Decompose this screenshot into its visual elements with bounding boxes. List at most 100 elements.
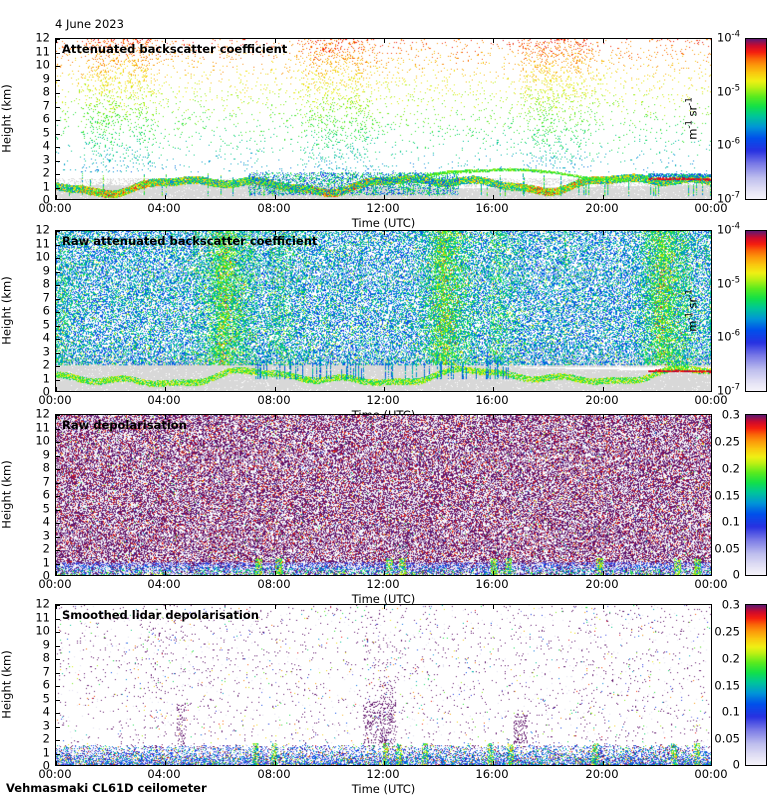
ytick-mark	[56, 299, 60, 300]
ytick-label: 10	[35, 57, 50, 72]
xtick-mark-top	[56, 231, 57, 235]
xtick-mark-bottom	[603, 387, 604, 391]
ytick-label: 5	[42, 125, 50, 140]
colorbar-gradient	[746, 415, 766, 575]
xtick-mark-bottom	[384, 195, 385, 199]
ytick-mark	[56, 754, 60, 755]
xtick-label: 00:00	[694, 577, 728, 591]
xtick-mark-bottom	[56, 761, 57, 765]
xtick-mark-bottom	[165, 387, 166, 391]
xtick-label: 12:00	[366, 577, 400, 591]
xtick-mark-bottom	[384, 571, 385, 575]
plot-area-attenuated-backscatter: Attenuated backscatter coefficient	[55, 38, 712, 200]
xtick-mark-bottom	[384, 761, 385, 765]
heatmap-canvas-smoothed-lidar-depolarisation	[56, 605, 711, 765]
xtick-label: 16:00	[475, 577, 509, 591]
ytick-label: 1	[42, 371, 50, 386]
xtick-mark-bottom	[165, 571, 166, 575]
ytick-label: 0	[42, 192, 50, 207]
xtick-mark-top	[603, 605, 604, 609]
ytick-label: 0	[42, 384, 50, 399]
colorbar-tick-label: 0.1	[721, 704, 740, 719]
ytick-label: 1	[42, 745, 50, 760]
ytick-mark	[56, 326, 60, 327]
xtick-mark-bottom	[275, 195, 276, 199]
xtick-mark-top	[493, 605, 494, 609]
xtick-mark-top	[384, 231, 385, 235]
ytick-label: 1	[42, 555, 50, 570]
ytick-mark	[56, 380, 60, 381]
xtick-mark-top	[275, 605, 276, 609]
ytick-mark	[56, 456, 60, 457]
panel-attenuated-backscatter: Attenuated backscatter coefficient 0 1 2 3 4 5…	[0, 30, 780, 240]
xtick-label: 12:00	[366, 767, 400, 781]
ytick-label: 7	[42, 474, 50, 489]
colorbar-tick-label: 0.3	[721, 407, 740, 422]
ytick-mark	[56, 429, 60, 430]
ytick-label: 11	[35, 236, 50, 251]
ytick-label: 7	[42, 290, 50, 305]
xtick-mark-top	[493, 39, 494, 43]
ytick-mark	[56, 740, 60, 741]
ytick-mark	[56, 66, 60, 67]
panel-smoothed-lidar-depolarisation: Smoothed lidar depolarisation 0 1 2 3 4 5 6 7 8 9 1…	[0, 598, 780, 806]
ytick-label: 11	[35, 610, 50, 625]
xtick-mark-top	[603, 415, 604, 419]
ytick-mark	[56, 53, 60, 54]
ytick-label: 10	[35, 433, 50, 448]
heatmap-canvas-attenuated-backscatter	[56, 39, 711, 199]
xtick-label: 08:00	[257, 767, 291, 781]
xtick-mark-top	[384, 605, 385, 609]
xtick-label: 00:00	[694, 201, 728, 215]
xtick-mark-top	[165, 231, 166, 235]
xtick-mark-top	[493, 415, 494, 419]
ytick-mark	[56, 231, 60, 232]
colorbar-tick-label: 0.3	[721, 597, 740, 612]
ytick-mark	[56, 469, 60, 470]
xtick-mark-top	[384, 415, 385, 419]
ytick-label: 12	[35, 406, 50, 421]
ytick-label: 12	[35, 596, 50, 611]
colorbar-tick-label: 10-6	[716, 136, 740, 152]
xtick-mark-bottom	[275, 571, 276, 575]
colorbar-tick-label: 10-7	[716, 382, 740, 398]
ytick-label: 3	[42, 152, 50, 167]
y-axis-label: Height (km)	[0, 650, 14, 719]
ytick-label: 5	[42, 691, 50, 706]
panel-title-raw-attenuated-backscatter: Raw attenuated backscatter coefficient	[62, 234, 318, 248]
xtick-mark-bottom	[56, 571, 57, 575]
ytick-mark	[56, 646, 60, 647]
ytick-mark	[56, 673, 60, 674]
ytick-mark	[56, 550, 60, 551]
xtick-mark-top	[165, 39, 166, 43]
ytick-label: 9	[42, 263, 50, 278]
xtick-mark-top	[165, 415, 166, 419]
colorbar-unit-label: m-1 sr-1	[684, 289, 700, 332]
ytick-mark	[56, 188, 60, 189]
xtick-label: 20:00	[585, 767, 619, 781]
colorbar-tick-label: 10-6	[716, 328, 740, 344]
ytick-label: 8	[42, 276, 50, 291]
ytick-label: 2	[42, 357, 50, 372]
ytick-mark	[56, 366, 60, 367]
ytick-mark	[56, 496, 60, 497]
panel-title-raw-depolarisation: Raw depolarisation	[62, 418, 187, 432]
ytick-label: 8	[42, 650, 50, 665]
xtick-mark-top	[56, 605, 57, 609]
xtick-mark-bottom	[165, 761, 166, 765]
xtick-mark-top	[493, 231, 494, 235]
colorbar-tick-label: 10-4	[716, 221, 740, 237]
xtick-label: 00:00	[38, 577, 72, 591]
plot-area-smoothed-lidar-depolarisation: Smoothed lidar depolarisation	[55, 604, 712, 766]
ytick-mark	[56, 161, 60, 162]
ytick-mark	[56, 174, 60, 175]
colorbar-gradient	[746, 39, 766, 199]
xtick-mark-top	[275, 415, 276, 419]
colorbar-tick-label: 0.15	[714, 678, 740, 693]
xtick-label: 20:00	[585, 201, 619, 215]
ytick-mark	[56, 415, 60, 416]
ytick-label: 3	[42, 528, 50, 543]
ytick-mark	[56, 537, 60, 538]
colorbar-raw-depolarisation	[745, 414, 767, 576]
ytick-mark	[56, 483, 60, 484]
